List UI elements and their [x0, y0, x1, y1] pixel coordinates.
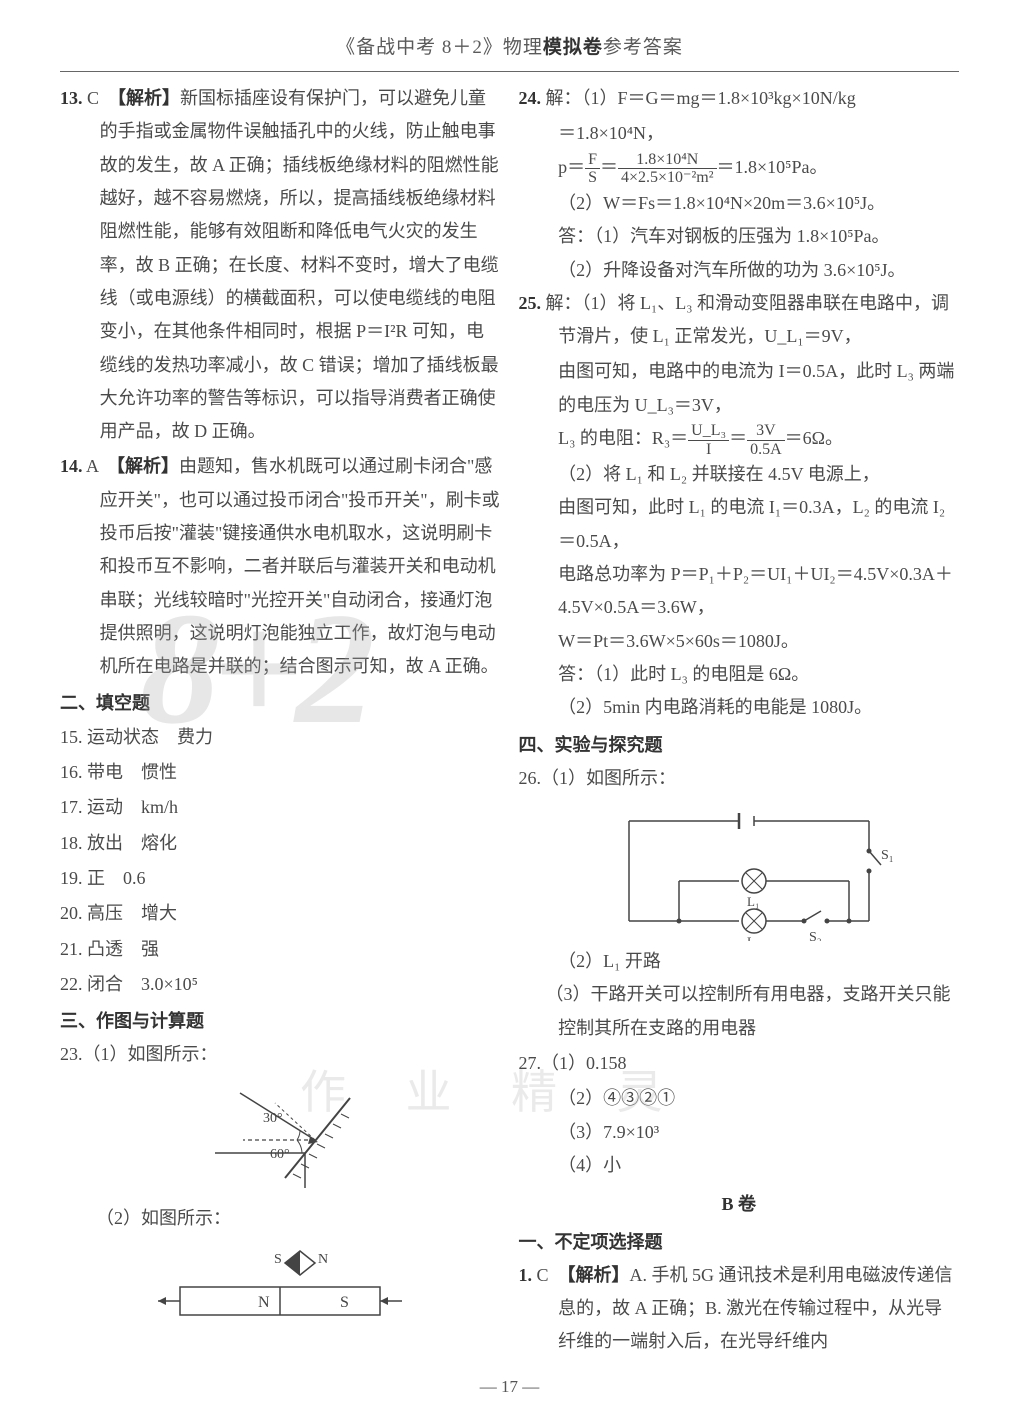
magnet-n: N — [258, 1294, 270, 1311]
q13-text: 新国标插座设有保护门，可以避免儿童的手指或金属物件误触插孔中的火线，防止触电事故… — [100, 88, 499, 441]
magnet-s: S — [340, 1294, 349, 1311]
b-q1: 1. C 【解析】A. 手机 5G 通讯技术是利用电磁波传递信息的，故 A 正确… — [519, 1259, 960, 1359]
header-prefix: 《备战中考 8＋2》物理 — [336, 37, 543, 58]
magnet-diagram: S N N S — [150, 1241, 410, 1331]
q25-l8: 答：（1）此时 L₃ 的电阻是 6Ω。 — [519, 658, 960, 691]
q18: 18. 放出 熔化 — [60, 827, 501, 860]
q25-l9: （2）5min 内电路消耗的电能是 1080J。 — [519, 691, 960, 724]
q24-l6: （2）升降设备对汽车所做的功为 3.6×10⁵J。 — [519, 254, 960, 287]
q24-l1: 解：（1）F＝G＝mg＝1.8×10³kg×10N/kg — [546, 88, 856, 108]
q25-l5: 由图可知，此时 L₁ 的电流 I₁＝0.3A，L₂ 的电流 I₂＝0.5A， — [519, 491, 960, 558]
circuit-s2: S₂ — [809, 930, 822, 941]
b-sec1-title: 一、不定项选择题 — [519, 1226, 960, 1259]
q26-1: 26.（1）如图所示： — [519, 762, 960, 795]
q17: 17. 运动 km/h — [60, 791, 501, 824]
header-rule — [60, 71, 959, 72]
q14: 14. A 【解析】由题知，售水机既可以通过刷卡闭合"感应开关"，也可以通过投币… — [60, 450, 501, 683]
section-3-title: 三、作图与计算题 — [60, 1005, 501, 1038]
q24-l2: ＝1.8×10⁴N， — [519, 117, 960, 150]
q13-num: 13. — [60, 88, 83, 108]
q25-l6: 电路总功率为 P＝P₁＋P₂＝UI₁＋UI₂＝4.5V×0.3A＋4.5V×0.… — [519, 558, 960, 625]
q24-p-mid: ＝ — [600, 157, 618, 177]
circuit-s1: S₁ — [881, 848, 894, 863]
q24-p: p＝FS＝1.8×10⁴N4×2.5×10⁻²m²＝1.8×10⁵Pa。 — [519, 151, 960, 187]
q26-3: （3）干路开关可以控制所有用电器，支路开关只能控制其所在支路的用电器 — [519, 978, 960, 1045]
page-number: — 17 — — [60, 1371, 959, 1402]
b-q1-ans: C — [537, 1265, 549, 1285]
q24-l5: 答：（1）汽车对钢板的压强为 1.8×10⁵Pa。 — [519, 220, 960, 253]
compass-n: N — [318, 1252, 328, 1267]
content-columns: 13. C 【解析】新国标插座设有保护门，可以避免儿童的手指或金属物件误触插孔中… — [60, 82, 959, 1361]
left-column: 13. C 【解析】新国标插座设有保护门，可以避免儿童的手指或金属物件误触插孔中… — [60, 82, 501, 1361]
b-section-title: B 卷 — [519, 1188, 960, 1221]
q24-frac2: 1.8×10⁴N4×2.5×10⁻²m² — [618, 151, 717, 187]
q20: 20. 高压 增大 — [60, 897, 501, 930]
q27-3: （3）7.9×10³ — [519, 1116, 960, 1149]
q21: 21. 凸透 强 — [60, 933, 501, 966]
q27-4: （4）小 — [519, 1149, 960, 1182]
b-q1-num: 1. — [519, 1265, 533, 1285]
q19: 19. 正 0.6 — [60, 862, 501, 895]
q25-num: 25. — [519, 293, 542, 313]
q14-label: 【解析】 — [116, 456, 179, 476]
circuit-diagram: S₁ L₂ S₂ L₁ — [609, 801, 909, 941]
circuit-l2: L₂ — [747, 934, 759, 941]
q25-r3-pre: L₃ 的电阻：R₃＝ — [558, 428, 688, 448]
circuit-l1: L₁ — [747, 894, 759, 909]
q26-2: （2）L₁ 开路 — [519, 945, 960, 978]
q27-1: 27.（1）0.158 — [519, 1047, 960, 1080]
q25-l1: 解：（1）将 L₁、L₃ 和滑动变阻器串联在电路中，调节滑片，使 L₁ 正常发光… — [546, 293, 950, 346]
q23-1: 23.（1）如图所示： — [60, 1038, 501, 1071]
q13-ans: C — [87, 88, 99, 108]
b-q1-label: 【解析】 — [567, 1265, 630, 1285]
q25-r3: L₃ 的电阻：R₃＝U_L₃I＝3V0.5A＝6Ω。 — [519, 422, 960, 458]
q24-p-pre: p＝ — [558, 157, 585, 177]
q24-p-post: ＝1.8×10⁵Pa。 — [717, 157, 828, 177]
q27-2: （2）④③②① — [519, 1082, 960, 1115]
q25-r3-post: ＝6Ω。 — [785, 428, 843, 448]
mirror-diagram: 30° 60° — [185, 1078, 375, 1198]
q25-l4: （2）将 L₁ 和 L₂ 并联接在 4.5V 电源上， — [519, 458, 960, 491]
compass-s: S — [274, 1252, 282, 1267]
page-header: 《备战中考 8＋2》物理模拟卷参考答案 — [60, 30, 959, 65]
q24-frac1: FS — [585, 151, 600, 187]
q14-text: 由题知，售水机既可以通过刷卡闭合"感应开关"，也可以通过投币闭合"投币开关"，刷… — [100, 456, 500, 676]
q16: 16. 带电 惯性 — [60, 756, 501, 789]
q13-label: 【解析】 — [117, 88, 180, 108]
angle-30: 30° — [263, 1111, 283, 1126]
q15: 15. 运动状态 费力 — [60, 721, 501, 754]
q24-num: 24. — [519, 88, 542, 108]
header-suffix: 参考答案 — [603, 37, 683, 58]
section-4-title: 四、实验与探究题 — [519, 729, 960, 762]
q14-ans: A — [86, 456, 98, 476]
q25-l2: 由图可知，电路中的电流为 I＝0.5A，此时 L₃ 两端的电压为 U_L₃＝3V… — [519, 355, 960, 422]
q24: 24. 解：（1）F＝G＝mg＝1.8×10³kg×10N/kg — [519, 82, 960, 115]
q25-r3-mid: ＝ — [729, 428, 747, 448]
q25-frac1: U_L₃I — [688, 422, 729, 458]
q13: 13. C 【解析】新国标插座设有保护门，可以避免儿童的手指或金属物件误触插孔中… — [60, 82, 501, 448]
right-column: 24. 解：（1）F＝G＝mg＝1.8×10³kg×10N/kg ＝1.8×10… — [519, 82, 960, 1361]
q25: 25. 解：（1）将 L₁、L₃ 和滑动变阻器串联在电路中，调节滑片，使 L₁ … — [519, 287, 960, 354]
q14-num: 14. — [60, 456, 83, 476]
header-bold: 模拟卷 — [543, 37, 603, 58]
q22: 22. 闭合 3.0×10⁵ — [60, 968, 501, 1001]
angle-60: 60° — [270, 1147, 290, 1162]
q25-l7: W＝Pt＝3.6W×5×60s＝1080J。 — [519, 625, 960, 658]
section-2-title: 二、填空题 — [60, 687, 501, 720]
q25-frac2: 3V0.5A — [747, 422, 785, 458]
q24-l4: （2）W＝Fs＝1.8×10⁴N×20m＝3.6×10⁵J。 — [519, 187, 960, 220]
q23-2: （2）如图所示： — [60, 1202, 501, 1235]
